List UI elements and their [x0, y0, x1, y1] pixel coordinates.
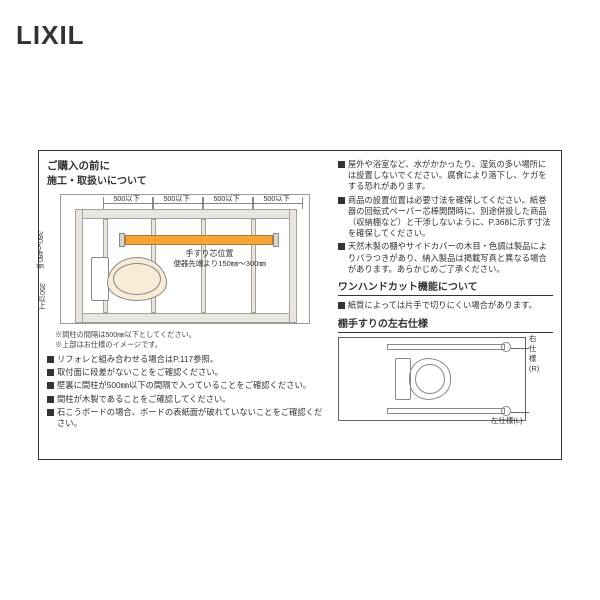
corner-stud	[75, 209, 83, 323]
diagram-note: ※間柱の間隔は500㎜以下としてください。	[55, 330, 324, 340]
bullet-icon	[47, 396, 54, 403]
instruction-item: 取付面に段差がないことをご確認ください。	[47, 367, 324, 378]
install-handling-heading: 施工・取扱いについて	[47, 175, 324, 189]
caution-item: 屋外や浴室など、水がかかったり、湿気の多い場所には設置しないでください。腐食によ…	[338, 159, 553, 193]
lr-spec-heading: 棚手すりの左右仕様	[338, 318, 553, 334]
left-spec-label: 左仕様(L)	[491, 416, 523, 426]
dim-label: 500以下	[263, 194, 289, 204]
bullet-icon	[338, 197, 345, 204]
rail-endcap	[501, 342, 511, 352]
pre-purchase-heading: ご購入の前に	[47, 159, 324, 173]
install-diagram: 500以下 500以下 500以下 500以下 380〜480㎜ 350以上	[60, 194, 310, 324]
bottom-plate	[75, 313, 297, 323]
instruction-item: 石こうボードの場合、ボードの表紙面が破れていないことをご確認ください。	[47, 407, 324, 429]
instruction-text: 壁裏に間柱が500㎜以下の間隔で入っていることをご確認ください。	[57, 380, 324, 391]
bullet-icon	[338, 302, 345, 309]
right-column: 屋外や浴室など、水がかかったり、湿気の多い場所には設置しないでください。腐食によ…	[332, 151, 561, 459]
top-plate	[75, 209, 297, 219]
bullet-icon	[338, 161, 345, 168]
instruction-text: 取付面に段差がないことをご確認ください。	[57, 367, 324, 378]
toilet-seat	[113, 263, 161, 295]
right-spec-label: 右仕様(R)	[529, 334, 539, 375]
left-column: ご購入の前に 施工・取扱いについて 500以下 500以下 500以下 500以…	[39, 151, 332, 459]
caution-text: 商品の設置位置は必要寸法を確保してください。紙巻器の回転式ペーパー芯棒開閉時に、…	[348, 195, 553, 240]
instruction-text: リフォレと組み合わせる場合はP.117参照。	[57, 354, 324, 365]
dim-label: 500以下	[213, 194, 239, 204]
handrail	[125, 235, 273, 245]
instruction-item: リフォレと組み合わせる場合はP.117参照。	[47, 354, 324, 365]
corner-stud	[289, 209, 297, 323]
dim-label: 500以下	[113, 194, 139, 204]
rail-left	[387, 408, 505, 414]
rail-endcap	[501, 406, 511, 416]
lr-diagram: 右仕様(R) 左仕様(L)	[338, 337, 526, 421]
rail-right	[387, 344, 505, 350]
onehand-cut-note: 紙質によっては片手で切りにくい場合があります。	[338, 300, 553, 311]
caution-text: 屋外や浴室など、水がかかったり、湿気の多い場所には設置しないでください。腐食によ…	[348, 159, 553, 193]
mini-toilet	[395, 356, 453, 402]
bullet-icon	[47, 356, 54, 363]
onehand-cut-heading: ワンハンドカット機能について	[338, 281, 553, 297]
bullet-icon	[338, 243, 345, 250]
instruction-item: 壁裏に間柱が500㎜以下の間隔で入っていることをご確認ください。	[47, 380, 324, 391]
bullet-icon	[47, 382, 54, 389]
caution-text: 天然木製の棚やサイドカバーの木目・色調は製品によりバラつきがあり、納入製品は掲載…	[348, 241, 553, 275]
bullet-icon	[47, 409, 54, 416]
brand-logo: LIXIL	[16, 20, 85, 51]
caution-item: 天然木製の棚やサイドカバーの木目・色調は製品によりバラつきがあり、納入製品は掲載…	[338, 241, 553, 275]
onehand-cut-text: 紙質によっては片手で切りにくい場合があります。	[348, 300, 553, 311]
leader-line	[511, 348, 529, 349]
instruction-text: 石こうボードの場合、ボードの表紙面が破れていないことをご確認ください。	[57, 407, 324, 429]
mini-seat	[415, 364, 445, 394]
rail-end	[273, 233, 279, 247]
spec-panel: ご購入の前に 施工・取扱いについて 500以下 500以下 500以下 500以…	[38, 150, 562, 460]
vdim-1: 380〜480㎜	[35, 231, 45, 269]
caution-item: 商品の設置位置は必要寸法を確保してください。紙巻器の回転式ペーパー芯棒開閉時に、…	[338, 195, 553, 240]
leader-line	[511, 412, 529, 413]
dim-label: 500以下	[163, 194, 189, 204]
instruction-text: 間柱が木製であることをご確認してください。	[57, 394, 324, 405]
handrail-note: 便器先端より150㎜〜300㎜	[173, 259, 265, 269]
vdim-2: 350以上	[37, 283, 47, 309]
instruction-item: 間柱が木製であることをご確認してください。	[47, 394, 324, 405]
bullet-icon	[47, 369, 54, 376]
diagram-note: ※上部はお仕様のイメージです。	[55, 340, 324, 350]
